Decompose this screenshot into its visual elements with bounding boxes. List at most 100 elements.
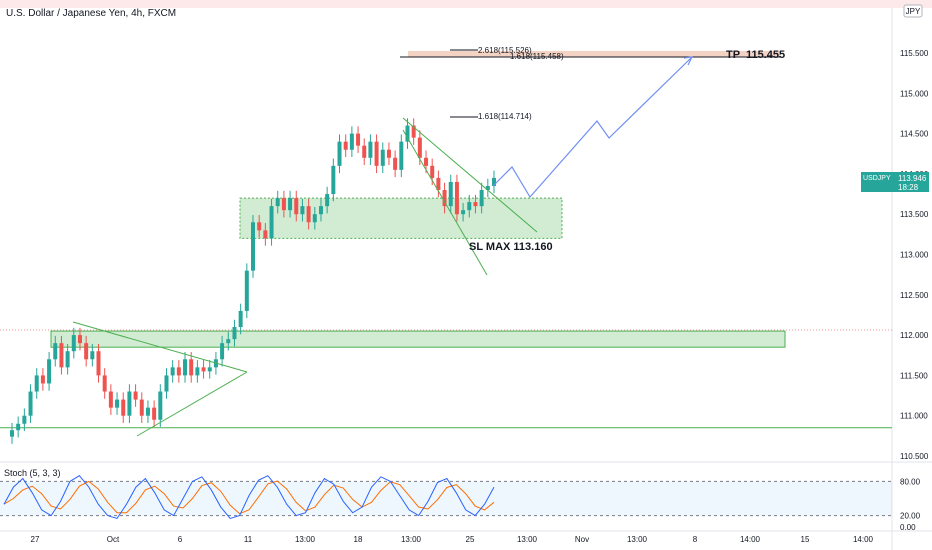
time-tick-label: 25 [466,535,475,544]
candle-body [115,399,120,408]
candle-body [399,141,404,170]
candle-body [164,375,169,392]
candle-body [467,202,472,211]
candle-body [226,339,231,344]
price-tick-label: 113.000 [900,251,929,260]
tp-label: TP 115.455 [726,49,785,61]
candle-body [170,367,175,376]
stoch-tick-label: 80.00 [900,477,921,486]
candle-body [331,165,336,195]
price-axis: 115.500115.000114.500114.000113.500113.0… [900,49,929,461]
candle-body [411,125,416,138]
candle-body [306,206,311,223]
time-axis: 27 Oct 6 11 13:00 18 13:00 25 13:00 Nov 13:00 8 14:0… [31,535,874,544]
currency-badge[interactable]: JPY [903,4,923,18]
fib-1618-mid-label: 1.618(114.714) [478,112,532,121]
price-tick-label: 112.500 [900,291,929,300]
candle-body [362,145,367,158]
candle-body [47,359,52,384]
candle-body [436,177,441,191]
candle-body [454,181,459,215]
price-tick-label: 111.500 [900,371,928,380]
candle-body [300,206,305,215]
time-tick-label: 11 [244,535,253,544]
candle-body [207,367,212,372]
time-tick-label: 18 [354,535,363,544]
candle-body [405,125,410,142]
price-tick-label: 114.500 [900,130,929,139]
candle-body [492,177,496,186]
last-price-countdown: 18:28 [898,183,919,192]
stoch-band [0,481,892,516]
candle-body [294,198,299,215]
candle-body [417,137,422,158]
candle-body [318,206,323,215]
sl-label: SL MAX 113.160 [469,241,553,253]
candle-body [238,310,243,328]
candle-body [269,206,274,239]
candle-body [448,181,453,207]
candle-body [380,149,385,166]
candle-body [96,351,101,376]
triangle-lower-line [136,371,248,437]
projected-path-arrow [683,56,694,66]
candle-body [102,375,107,392]
candle-body [121,399,126,416]
candle-body [127,391,132,416]
candle-body [201,367,206,372]
candle-body [244,270,249,311]
candle-body [263,230,268,239]
time-tick-label: 15 [801,535,810,544]
candle-body [108,391,113,408]
candle-body [90,351,95,360]
triangle-upper-line [72,321,248,373]
time-tick-label: 13:00 [627,535,648,544]
stoch-tick-label: 20.00 [900,512,921,521]
candle-body [374,141,379,166]
last-price-value: 113.946 [898,174,927,183]
candle-body [430,165,435,178]
time-tick-label: 6 [178,535,183,544]
candle-body [349,133,354,150]
stochastic-panel: 80.00 20.00 0.00 [0,475,921,532]
time-tick-label: 13:00 [401,535,422,544]
currency-badge-label: JPY [906,7,921,16]
last-price-symbol: USDJPY [863,175,891,182]
candle-body [473,202,478,207]
candle-body [281,198,286,211]
time-tick-label: 13:00 [517,535,538,544]
chart-title: U.S. Dollar / Japanese Yen, 4h, FXCM [6,8,176,19]
time-tick-label: 8 [693,535,698,544]
candle-body [10,430,14,437]
candle-body [28,391,33,416]
candle-body [485,185,490,191]
drawings-layer [72,49,694,437]
candle-body [152,407,157,420]
candle-body [84,343,89,360]
price-tick-label: 115.000 [900,89,929,98]
candle-body [424,157,429,166]
candle-body [479,190,484,207]
candle-body [251,222,255,271]
price-tick-label: 111.000 [900,412,928,421]
candle-body [288,198,293,211]
stoch-tick-label: 0.00 [900,523,916,532]
candle-body [275,198,280,207]
candle-body [183,359,188,376]
time-tick-label: 13:00 [295,535,316,544]
time-tick-label: 27 [31,535,40,544]
candle-body [386,149,391,158]
time-tick-label: Nov [575,535,589,544]
projected-path [492,56,693,199]
candle-body [65,351,70,368]
candle-body [195,367,200,376]
candles-layer [10,118,496,444]
fib-261-label: 2.618(115.526) [478,46,532,55]
candle-body [139,399,144,416]
candle-body [257,222,262,231]
candle-body [77,335,82,344]
candle-body [368,141,373,158]
fib-1618-top-label: 1.618(115.458) [510,52,564,61]
price-tick-label: 113.500 [900,210,929,219]
